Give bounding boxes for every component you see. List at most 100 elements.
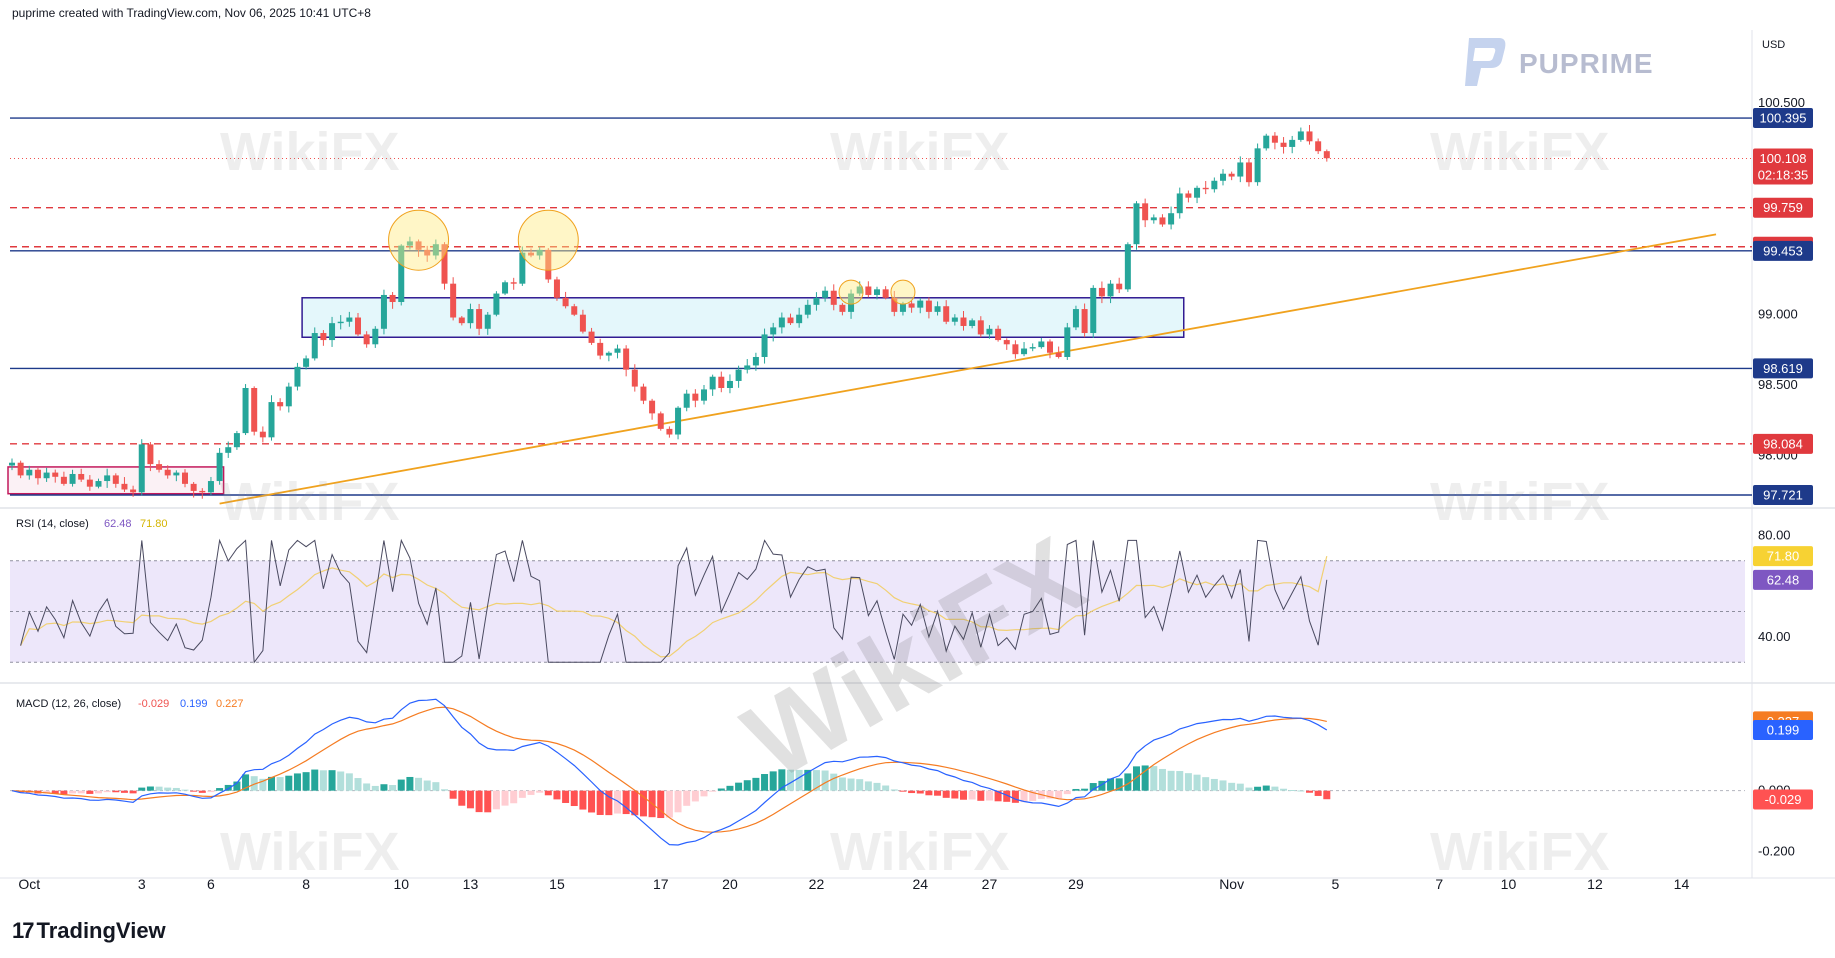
macd-histogram-bar [804, 769, 812, 791]
candle-body [899, 303, 906, 312]
macd-histogram-bar [1003, 790, 1011, 802]
candle-body [156, 464, 163, 470]
candle-body [467, 309, 474, 324]
macd-histogram-bar [1314, 790, 1322, 796]
candle-body [121, 483, 128, 490]
candle-body [207, 481, 214, 493]
macd-histogram-bar [960, 790, 967, 800]
candle-body [277, 402, 284, 407]
macd-histogram-bar [1011, 790, 1019, 803]
candle-body [17, 462, 24, 476]
candle-body [112, 475, 119, 484]
macd-histogram-bar [120, 790, 128, 793]
macd-histogram-bar [172, 787, 180, 791]
candle-body [52, 472, 59, 477]
candle-body [1263, 135, 1270, 149]
macd-histogram-bar [1072, 788, 1080, 791]
candle-body [1003, 340, 1010, 345]
macd-histogram-bar [302, 772, 310, 791]
candle-body [718, 376, 725, 388]
watermark-text: WikiFX [220, 822, 400, 882]
candle-body [1021, 348, 1028, 355]
macd-histogram-bar [700, 790, 708, 797]
candle-body [744, 365, 751, 370]
price-tick: 98.500 [1758, 377, 1798, 392]
candle-body [943, 306, 950, 322]
candle-body [1133, 203, 1140, 245]
candle-body [726, 380, 733, 388]
candle-body [1159, 217, 1166, 225]
macd-histogram-bar [328, 770, 336, 791]
macd-histogram-bar [1202, 777, 1210, 791]
candle-body [259, 431, 266, 438]
candle-body [1142, 203, 1149, 221]
level-label: 99.453 [1763, 243, 1803, 258]
macd-histogram-bar [639, 790, 647, 817]
time-tick: 27 [982, 876, 998, 892]
candle-body [1055, 352, 1062, 357]
last-price-countdown: 02:18:35 [1758, 168, 1809, 183]
macd-histogram-bar [605, 790, 613, 816]
macd-histogram-bar [1323, 790, 1331, 800]
macd-histogram-bar [544, 790, 552, 796]
candle-body [822, 290, 829, 298]
currency-label: USD [1762, 39, 1785, 51]
candle-body [1124, 244, 1131, 290]
macd-value-label: 0.199 [1767, 722, 1800, 737]
candle-body [1038, 341, 1045, 348]
macd-histogram-bar [1262, 785, 1270, 791]
candle-body [1254, 148, 1261, 183]
macd-histogram-bar [735, 782, 743, 791]
candle-body [1090, 287, 1097, 334]
level-label-bg [1753, 484, 1813, 505]
macd-hist-label-bg [1753, 789, 1813, 810]
candle-body [60, 476, 67, 484]
macd-histogram-bar [1288, 789, 1296, 791]
candle-body [1029, 347, 1036, 349]
macd-histogram-bar [1081, 788, 1089, 791]
candle-body [657, 413, 664, 429]
candle-body [182, 472, 188, 484]
macd-histogram-bar [441, 789, 448, 791]
candle-body [1202, 187, 1209, 190]
time-tick: 6 [207, 876, 215, 892]
macd-histogram-bar [397, 779, 405, 791]
candle-body [640, 386, 647, 401]
level-label-bg [1753, 358, 1813, 379]
macd-histogram-bar [709, 790, 717, 792]
macd-histogram-bar [1245, 787, 1253, 791]
candle-body [830, 290, 837, 305]
macd-histogram-bar [432, 782, 440, 791]
candle-body [882, 289, 889, 298]
macd-histogram-bar [406, 776, 414, 791]
candle-body [164, 469, 171, 476]
macd-value-label-bg [1753, 719, 1813, 740]
macd-histogram-bar [821, 770, 829, 791]
macd-hist-label: -0.029 [1765, 792, 1802, 807]
macd-histogram-bar [371, 785, 379, 791]
chart-header-text: puprime created with TradingView.com, No… [12, 6, 371, 20]
macd-legend-title: MACD (12, 26, close) [16, 698, 121, 710]
candle-body [95, 481, 102, 487]
candle-body [579, 314, 586, 332]
rsi-value-label-bg [1753, 569, 1813, 590]
candle-body [355, 317, 361, 335]
watermark-text: WikiFX [1430, 822, 1610, 882]
candle-body [190, 483, 197, 491]
macd-histogram-bar [276, 777, 284, 791]
macd-histogram-bar [536, 790, 544, 793]
candle-body [1012, 344, 1019, 355]
candle-body [528, 252, 534, 256]
candle-body [389, 294, 396, 303]
candle-body [268, 402, 275, 438]
candle-body [562, 297, 569, 307]
rsi-line [20, 538, 1328, 664]
brand-name: PUPRIME [1519, 48, 1654, 79]
tradingview-logo-text: TradingView [36, 918, 166, 943]
macd-histogram-bar [1098, 780, 1106, 791]
candle-body [320, 333, 327, 341]
macd-histogram-bar [873, 782, 881, 791]
macd-histogram-bar [1158, 768, 1166, 791]
macd-histogram-bar [977, 790, 985, 801]
